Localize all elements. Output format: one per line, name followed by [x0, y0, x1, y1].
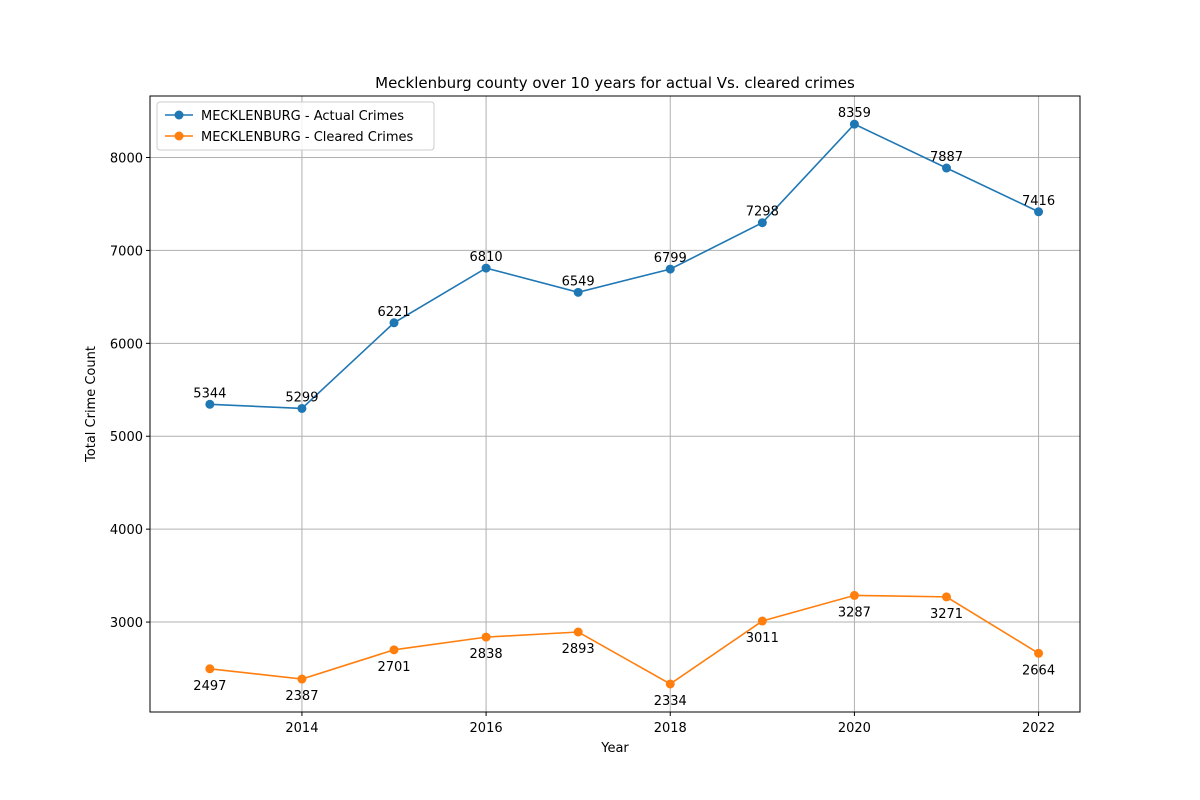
- data-label: 6549: [562, 274, 595, 289]
- data-point: [1034, 648, 1044, 658]
- series-line: [209, 123, 1039, 410]
- data-label: 7416: [1022, 194, 1055, 209]
- y-tick-label: 4000: [110, 523, 143, 538]
- data-labels: 5344 5299 6221 6810 6549 6799 7298 8359 7887 7416…: [193, 106, 1055, 709]
- data-label: 3011: [746, 631, 779, 646]
- data-point: [665, 264, 675, 274]
- data-label: 5299: [285, 390, 318, 405]
- data-label: 8359: [838, 106, 871, 121]
- data-label: 2387: [285, 689, 318, 704]
- data-point: [573, 627, 583, 637]
- data-point: [481, 632, 491, 642]
- data-label: 6221: [377, 305, 410, 320]
- y-axis: 3000 4000 5000 6000 7000 8000: [110, 152, 150, 631]
- data-point: [849, 590, 859, 600]
- legend-marker: [174, 110, 184, 120]
- chart-title: Mecklenburg county over 10 years for act…: [375, 74, 855, 92]
- data-point: [481, 263, 491, 273]
- x-axis: 2014 2016 2018 2020 2022: [285, 712, 1055, 736]
- data-label: 7887: [930, 150, 963, 165]
- data-label: 5344: [193, 386, 226, 401]
- legend-box: [156, 101, 435, 151]
- data-point: [941, 163, 951, 173]
- data-label: 3287: [838, 605, 871, 620]
- y-tick-label: 8000: [110, 152, 143, 167]
- data-label: 2334: [654, 694, 687, 709]
- data-point: [205, 399, 215, 409]
- data-point: [389, 318, 399, 328]
- series-layer: [205, 119, 1044, 689]
- data-point: [1034, 207, 1044, 217]
- data-label: 6810: [470, 250, 503, 265]
- x-axis-label: Year: [600, 741, 629, 756]
- legend-label: MECKLENBURG - Cleared Crimes: [201, 130, 413, 145]
- y-tick-label: 6000: [110, 337, 143, 352]
- data-label: 2664: [1022, 663, 1055, 678]
- y-tick-label: 7000: [110, 244, 143, 259]
- data-point: [849, 119, 859, 129]
- series-line: [209, 594, 1039, 685]
- data-point: [757, 218, 767, 228]
- data-label: 2893: [562, 642, 595, 657]
- legend-marker: [174, 131, 184, 141]
- data-point: [757, 616, 767, 626]
- data-label: 3271: [930, 607, 963, 622]
- x-tick-label: 2016: [470, 721, 503, 736]
- x-tick-label: 2020: [838, 721, 871, 736]
- legend: MECKLENBURG - Actual Crimes MECKLENBURG -…: [156, 101, 435, 151]
- plot-frame: [149, 95, 1081, 713]
- y-tick-label: 5000: [110, 430, 143, 445]
- y-tick-label: 3000: [110, 616, 143, 631]
- legend-label: MECKLENBURG - Actual Crimes: [201, 109, 404, 124]
- data-point: [665, 679, 675, 689]
- x-tick-label: 2018: [654, 721, 687, 736]
- data-point: [941, 592, 951, 602]
- data-label: 2838: [470, 647, 503, 662]
- x-tick-label: 2014: [285, 721, 318, 736]
- data-label: 7298: [746, 205, 779, 220]
- data-point: [389, 645, 399, 655]
- y-axis-label: Total Crime Count: [84, 346, 99, 463]
- data-label: 2497: [193, 679, 226, 694]
- x-tick-label: 2022: [1022, 721, 1055, 736]
- data-point: [297, 403, 307, 413]
- data-point: [205, 664, 215, 674]
- data-label: 6799: [654, 251, 687, 266]
- data-point: [573, 287, 583, 297]
- data-label: 2701: [377, 660, 410, 675]
- data-point: [297, 674, 307, 684]
